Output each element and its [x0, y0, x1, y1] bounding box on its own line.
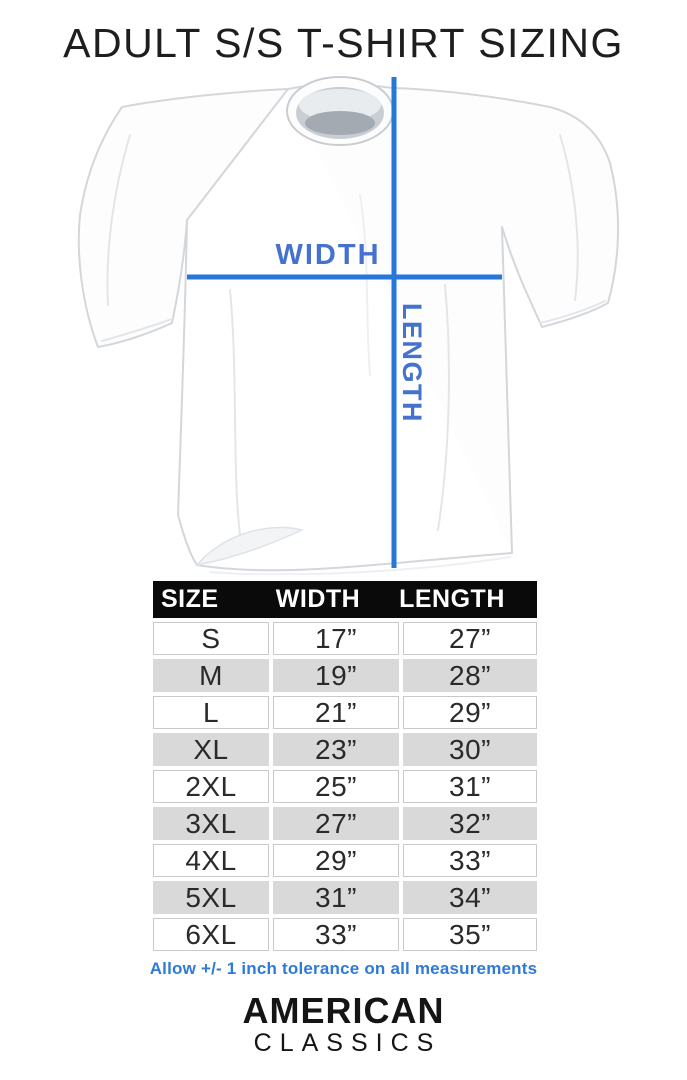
brand-logo: AMERICAN CLASSICS: [0, 993, 687, 1056]
tolerance-note: Allow +/- 1 inch tolerance on all measur…: [149, 959, 538, 978]
cell-width: 31”: [273, 881, 399, 914]
table-row: 4XL 29” 33”: [153, 844, 537, 877]
table-row: XL 23” 30”: [153, 733, 537, 766]
cell-size: S: [153, 622, 269, 655]
table-row: 5XL 31” 34”: [153, 881, 537, 914]
hem-fold-corner: [195, 526, 305, 567]
table-row: 3XL 27” 32”: [153, 807, 537, 840]
cell-length: 28”: [403, 659, 537, 692]
cell-length: 29”: [403, 696, 537, 729]
width-label: WIDTH: [275, 239, 380, 271]
table-row: L 21” 29”: [153, 696, 537, 729]
column-header-length: LENGTH: [399, 585, 505, 613]
tshirt-silhouette: [77, 76, 619, 575]
cell-length: 31”: [403, 770, 537, 803]
cell-width: 27”: [273, 807, 399, 840]
width-measure-line: [187, 274, 502, 280]
cell-width: 33”: [273, 918, 399, 951]
cell-size: L: [153, 696, 269, 729]
size-table-header: SIZE WIDTH LENGTH: [153, 581, 537, 618]
fold-line: [359, 194, 371, 376]
length-measure-line: [391, 77, 397, 568]
cell-size: 4XL: [153, 844, 269, 877]
cell-size: M: [153, 659, 269, 692]
table-row: S 17” 27”: [153, 622, 537, 655]
cell-size: 6XL: [153, 918, 269, 951]
cell-length: 30”: [403, 733, 537, 766]
tshirt-illustration: WIDTH LENGTH: [77, 76, 619, 575]
cell-width: 21”: [273, 696, 399, 729]
length-label: LENGTH: [397, 303, 427, 423]
collar: [286, 76, 394, 146]
brand-name-bottom: CLASSICS: [253, 1029, 442, 1057]
table-row: 6XL 33” 35”: [153, 918, 537, 951]
cuff-line: [101, 318, 173, 342]
cell-size: XL: [153, 733, 269, 766]
cell-size: 5XL: [153, 881, 269, 914]
fold-line: [437, 284, 450, 531]
page-title: ADULT S/S T-SHIRT SIZING: [63, 20, 624, 66]
cell-length: 32”: [403, 807, 537, 840]
hem-shadow: [209, 556, 511, 575]
cell-length: 33”: [403, 844, 537, 877]
cell-size: 2XL: [153, 770, 269, 803]
cuff-line: [539, 300, 606, 324]
fold-line: [229, 289, 241, 536]
size-table: SIZE WIDTH LENGTH S 17” 27” M 19” 28” L …: [153, 581, 537, 951]
cell-length: 35”: [403, 918, 537, 951]
table-row: 2XL 25” 31”: [153, 770, 537, 803]
column-header-width: WIDTH: [275, 585, 361, 613]
column-header-size: SIZE: [161, 585, 219, 613]
cell-width: 23”: [273, 733, 399, 766]
sleeve-crease: [559, 134, 579, 301]
sleeve-crease: [106, 134, 131, 306]
cell-size: 3XL: [153, 807, 269, 840]
cell-width: 19”: [273, 659, 399, 692]
cell-width: 29”: [273, 844, 399, 877]
table-row: M 19” 28”: [153, 659, 537, 692]
cell-length: 34”: [403, 881, 537, 914]
brand-name-top: AMERICAN: [242, 990, 445, 1031]
cell-width: 17”: [273, 622, 399, 655]
cell-width: 25”: [273, 770, 399, 803]
cell-length: 27”: [403, 622, 537, 655]
